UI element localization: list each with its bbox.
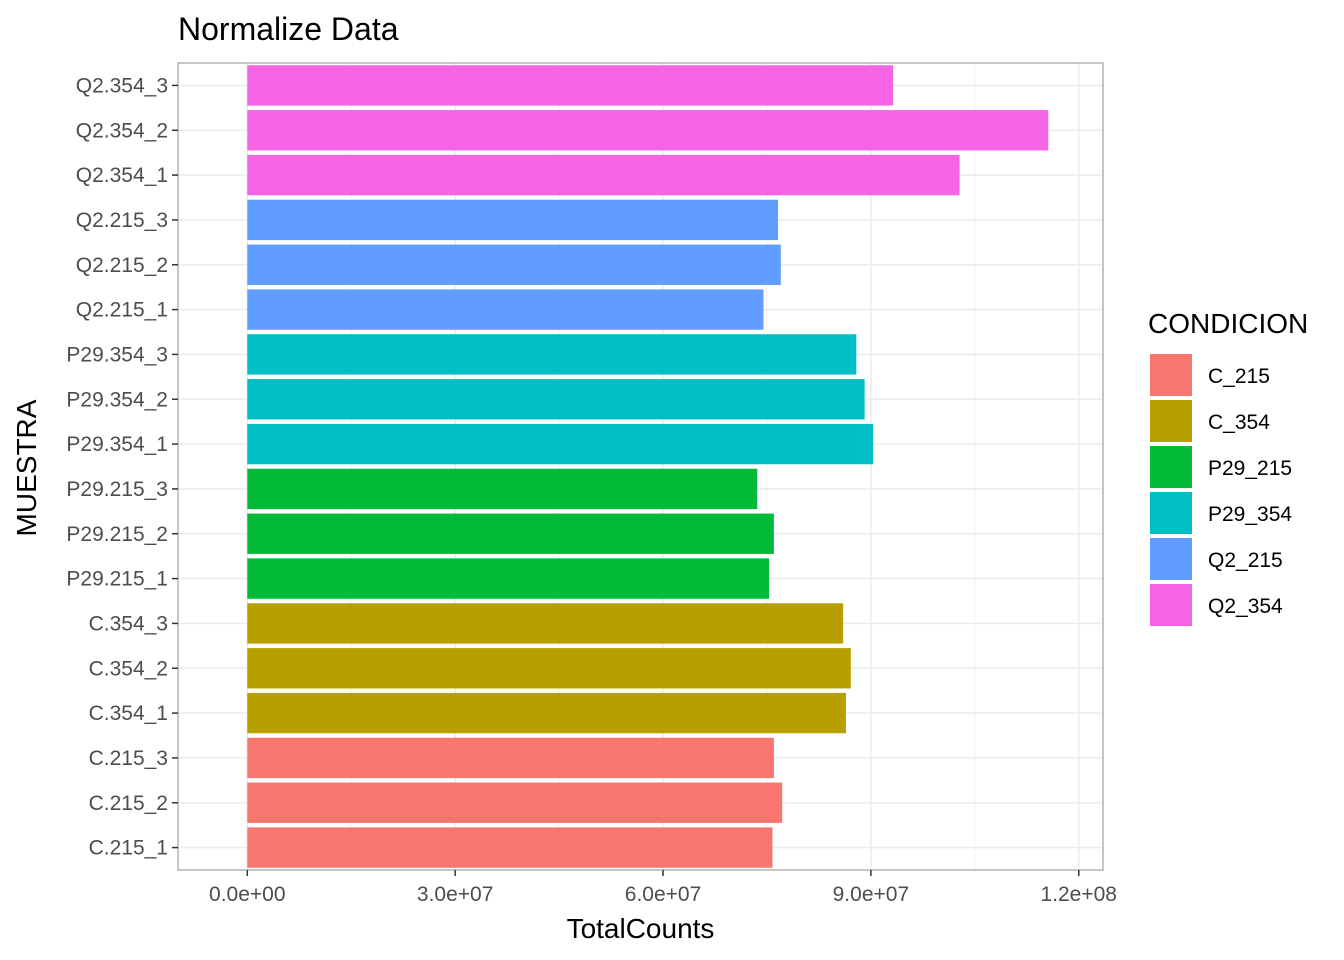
y-tick-label: P29.215_1 [66, 568, 168, 591]
x-tick-label: 1.2e+08 [1040, 883, 1117, 906]
y-tick-label: C.215_1 [89, 837, 168, 860]
x-tick-label: 9.0e+07 [833, 883, 910, 906]
y-tick-label: P29.215_3 [66, 478, 168, 501]
legend-key-P29_354 [1150, 492, 1192, 534]
y-tick-label: P29.215_2 [66, 523, 168, 546]
legend-label: P29_354 [1208, 503, 1292, 526]
legend-key-C_354 [1150, 400, 1192, 442]
legend-label: Q2_354 [1208, 595, 1283, 618]
legend-label: C_354 [1208, 411, 1270, 434]
x-axis-title: TotalCounts [567, 913, 715, 944]
bar-Q2.354_3 [247, 65, 894, 106]
x-tick-label: 6.0e+07 [625, 883, 702, 906]
bar-P29.354_1 [247, 423, 873, 465]
bar-Q2.354_2 [247, 110, 1049, 151]
y-tick-label: P29.354_2 [66, 388, 168, 411]
legend-key-C_215 [1150, 354, 1192, 396]
y-tick-label: Q2.215_2 [76, 254, 168, 277]
chart-title: Normalize Data [178, 11, 399, 47]
bar-layer [247, 65, 1049, 868]
y-tick-label: C.354_1 [89, 702, 168, 725]
bar-P29.215_2 [247, 513, 774, 554]
bar-P29.215_3 [247, 468, 758, 510]
y-tick-label: Q2.354_1 [76, 164, 168, 187]
x-axis: 0.0e+00 3.0e+07 6.0e+07 9.0e+07 1.2e+08 [209, 870, 1117, 906]
y-tick-label: C.354_3 [89, 612, 168, 635]
y-tick-label: P29.354_1 [66, 433, 168, 456]
y-axis-title: MUESTRA [11, 399, 42, 536]
plot-panel [177, 62, 1104, 871]
bar-P29.354_3 [247, 334, 857, 375]
legend-label: Q2_215 [1208, 549, 1283, 572]
x-tick-label: 0.0e+00 [209, 883, 286, 906]
y-tick-label: Q2.354_3 [76, 74, 168, 97]
bar-C.215_1 [247, 827, 773, 868]
y-tick-label: Q2.215_3 [76, 209, 168, 232]
bar-Q2.354_1 [247, 154, 960, 196]
bar-C.354_2 [247, 648, 851, 689]
y-axis: C.215_1 C.215_2 C.215_3 C.354_1 C.354_2 C.354… [66, 74, 178, 860]
bar-P29.215_1 [247, 558, 770, 599]
y-tick-label: C.215_2 [89, 792, 168, 815]
bar-Q2.215_3 [247, 199, 779, 241]
bar-P29.354_2 [247, 379, 865, 420]
bar-C.215_2 [247, 782, 783, 823]
y-tick-label: P29.354_3 [66, 343, 168, 366]
bar-C.354_1 [247, 692, 846, 734]
legend-title: CONDICION [1148, 308, 1308, 339]
legend-key-Q2_215 [1150, 538, 1192, 580]
bar-C.354_3 [247, 603, 844, 644]
legend-key-P29_215 [1150, 446, 1192, 488]
y-tick-label: C.354_2 [89, 657, 168, 680]
y-tick-label: Q2.354_2 [76, 119, 168, 142]
y-tick-label: C.215_3 [89, 747, 168, 770]
x-tick-label: 3.0e+07 [417, 883, 494, 906]
y-tick-label: Q2.215_1 [76, 299, 168, 322]
legend-label: C_215 [1208, 365, 1270, 388]
bar-C.215_3 [247, 737, 774, 779]
legend-label: P29_215 [1208, 457, 1292, 480]
legend: CONDICION C_215 C_354 P29_215 P29_354 Q2_215… [1148, 308, 1308, 626]
panel-border [177, 62, 1104, 871]
bar-Q2.215_2 [247, 244, 781, 285]
bar-Q2.215_1 [247, 289, 764, 330]
legend-key-Q2_354 [1150, 584, 1192, 626]
